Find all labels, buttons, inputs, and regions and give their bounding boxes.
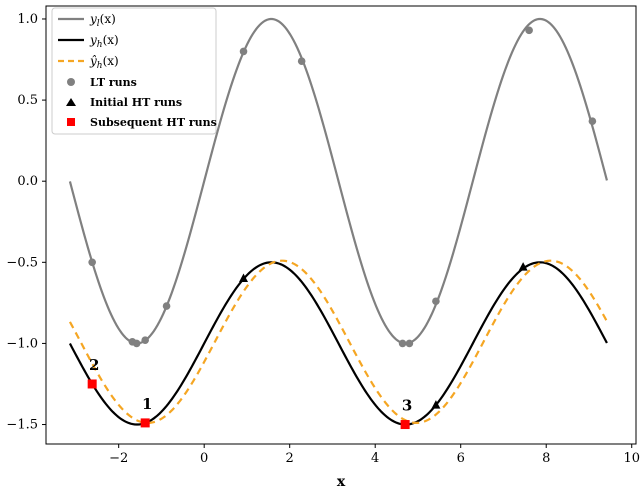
x-tick-label: 0	[200, 451, 208, 466]
lt-run-point	[432, 297, 440, 306]
lt-run-point	[141, 336, 149, 344]
point-annotation-3: 3	[402, 397, 412, 415]
x-tick-label: −2	[109, 451, 128, 466]
point-annotation-2: 2	[89, 356, 99, 374]
legend-label-initial-ht: Initial HT runs	[90, 96, 182, 109]
initial-ht-run-point	[518, 262, 528, 271]
axis-ticks: −2 0 2 4 6 8 10 −1.5 −1.0 −0.5 0.0 0.5 1.0	[6, 12, 640, 466]
legend-marker-lt-runs	[67, 78, 75, 86]
lt-run-point	[239, 47, 248, 56]
legend-box	[51, 7, 217, 135]
series-curves	[68, 17, 608, 426]
y-tick-label: 0.5	[17, 93, 38, 108]
legend: yl(x) yh(x) ŷh(x) LT runs Initial HT run…	[51, 7, 217, 135]
x-tick-label: 10	[623, 451, 640, 466]
annotations: 1 2 3	[89, 356, 412, 415]
legend-marker-subsequent-ht	[67, 118, 75, 126]
lt-run-point	[88, 258, 96, 267]
series-line--h-x-	[68, 259, 608, 425]
legend-label-yl: yl(x)	[89, 12, 116, 29]
plot-frame	[45, 5, 637, 445]
series-line-y-h-x-	[68, 261, 608, 426]
series-points	[87, 26, 597, 430]
x-tick-label: 6	[457, 451, 465, 466]
initial-ht-run-point	[431, 400, 441, 409]
y-tick-label: 0.0	[17, 174, 38, 189]
x-tick-label: 4	[371, 451, 379, 466]
y-tick-label: −1.0	[6, 336, 38, 351]
legend-label-subsequent-ht: Subsequent HT runs	[90, 116, 217, 129]
subsequent-ht-run-point	[140, 418, 150, 428]
lt-run-point	[588, 117, 597, 125]
lt-run-point	[297, 57, 306, 65]
lt-run-point	[162, 302, 171, 310]
x-axis-label: x	[337, 474, 346, 490]
lt-run-point	[132, 339, 141, 348]
lt-run-point	[398, 339, 407, 348]
series-line-y-l-x-	[68, 17, 608, 345]
legend-label-lt-runs: LT runs	[90, 76, 137, 89]
lt-run-point	[405, 339, 414, 348]
legend-label-yhat: ŷh(x)	[89, 54, 119, 71]
legend-marker-initial-ht	[66, 98, 76, 106]
y-tick-label: 1.0	[17, 12, 38, 27]
initial-ht-run-point	[239, 273, 249, 283]
legend-label-yh: yh(x)	[89, 33, 119, 50]
y-tick-label: −0.5	[6, 255, 38, 270]
lt-run-point	[525, 26, 533, 35]
y-tick-label: −1.5	[6, 418, 38, 433]
subsequent-ht-run-point	[400, 420, 410, 430]
point-annotation-1: 1	[142, 395, 152, 413]
x-tick-label: 8	[542, 451, 550, 466]
subsequent-ht-run-point	[87, 379, 97, 389]
x-tick-label: 2	[286, 451, 294, 466]
